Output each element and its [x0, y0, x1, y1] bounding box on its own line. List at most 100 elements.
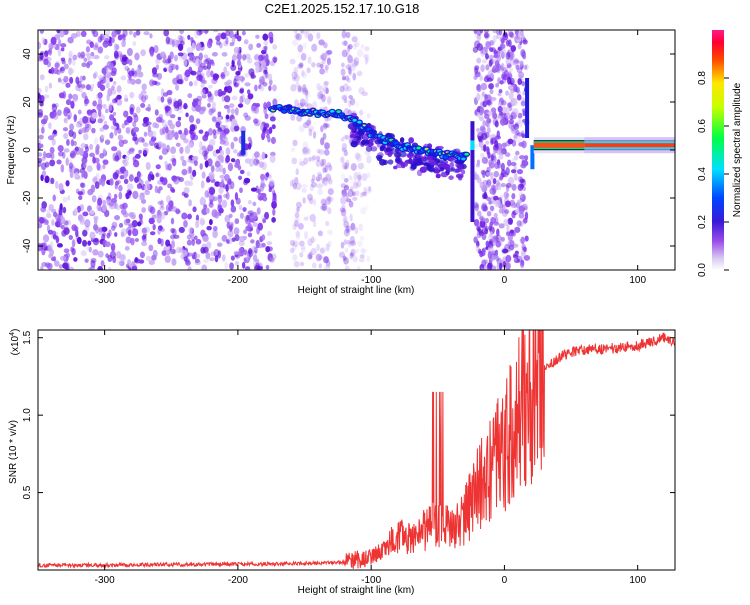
spectrogram-noise-dot	[98, 109, 102, 118]
spectrogram-noise-dot	[215, 149, 220, 154]
spectrogram-noise-dot	[102, 159, 109, 165]
spectrogram-noise-dot	[312, 198, 317, 206]
spectrogram-noise-dot	[495, 34, 500, 40]
spectrogram-noise-dot	[173, 234, 180, 239]
spectrogram-signal-dot	[461, 157, 466, 161]
spectrogram-noise-dot	[473, 201, 479, 209]
spectrogram-noise-dot	[84, 219, 91, 228]
spectrogram-noise-dot	[224, 95, 231, 103]
spectrogram-noise-dot	[239, 187, 243, 194]
spectrogram-noise-dot	[108, 42, 113, 47]
spectrogram-noise-dot	[479, 125, 486, 132]
spectrogram-noise-dot	[272, 44, 278, 50]
spectrogram-noise-dot	[212, 30, 219, 33]
spectrogram-noise-dot	[476, 159, 481, 166]
spectrogram-noise-dot	[304, 215, 312, 220]
spectrogram-streak	[470, 140, 475, 150]
spectrogram-noise-dot	[71, 247, 76, 256]
spectrogram-signal-dot	[375, 154, 383, 160]
spectrogram-noise-dot	[114, 169, 120, 178]
spectrogram-noise-dot	[72, 131, 77, 139]
spectrogram-noise-dot	[118, 222, 124, 228]
spectrogram-noise-dot	[221, 52, 228, 57]
spectrogram-noise-dot	[42, 234, 50, 243]
spectrogram-noise-dot	[315, 176, 321, 182]
snr-y-tick-label: 1.0	[22, 408, 33, 422]
spectrogram-noise-dot	[116, 205, 121, 211]
spectrogram-noise-dot	[294, 216, 301, 224]
spectrogram-noise-dot	[494, 60, 500, 68]
spectrogram-noise-dot	[132, 190, 139, 200]
spectrogram-noise-dot	[522, 90, 526, 96]
spectrogram-noise-dot	[207, 144, 214, 152]
spectrogram-noise-dot	[49, 159, 56, 167]
spectrogram-noise-dot	[212, 73, 219, 81]
spectrogram-noise-dot	[510, 202, 517, 209]
spectrogram-noise-dot	[247, 136, 252, 142]
spectrogram-noise-dot	[171, 258, 177, 266]
spectrogram-signal-dot	[357, 120, 362, 124]
spectrogram-noise-dot	[168, 65, 173, 74]
spectrogram-noise-dot	[206, 225, 212, 231]
spectrogram-noise-dot	[163, 177, 168, 185]
spectrogram-noise-dot	[201, 264, 208, 270]
spectrogram-noise-dot	[227, 229, 234, 238]
spectrogram-noise-dot	[325, 173, 332, 182]
spectrogram-noise-dot	[519, 178, 525, 183]
spectrogram-noise-dot	[341, 147, 347, 153]
spectrogram-noise-dot	[51, 219, 55, 226]
spectrogram-noise-dot	[523, 254, 531, 261]
spectrogram-noise-dot	[340, 173, 346, 180]
spectrogram-noise-dot	[58, 209, 63, 216]
spectrogram-noise-dot	[68, 57, 72, 65]
spectrogram-noise-dot	[113, 43, 118, 52]
colorbar-tick-label: 0.0	[697, 263, 708, 277]
spectrogram-noise-dot	[515, 87, 520, 93]
spectrogram-noise-dot	[54, 62, 60, 69]
spectrogram-noise-dot	[485, 180, 492, 188]
spectrogram-noise-dot	[312, 101, 318, 109]
spectrogram-noise-dot	[151, 254, 157, 261]
spectrogram-noise-dot	[302, 146, 309, 154]
spectrogram-noise-dot	[56, 69, 61, 76]
spectrogram-noise-dot	[499, 43, 506, 50]
spectrogram-noise-dot	[322, 53, 329, 59]
spectrogram-noise-dot	[161, 119, 167, 127]
spectrogram-noise-dot	[524, 154, 529, 161]
spectrogram-noise-dot	[324, 64, 329, 71]
spectrogram-noise-dot	[316, 155, 321, 163]
spectrogram-noise-dot	[173, 54, 178, 62]
spectrogram-noise-dot	[516, 132, 524, 137]
spectrogram-noise-dot	[248, 43, 254, 51]
spectrogram-noise-dot	[72, 95, 79, 102]
spectrogram-noise-dot	[327, 95, 332, 104]
spectrogram-noise-dot	[89, 143, 94, 151]
spectrogram-noise-dot	[498, 30, 503, 36]
spectrogram-noise-dot	[223, 40, 229, 47]
spectrogram-noise-dot	[476, 85, 483, 93]
colorbar-tick-label: 0.4	[697, 167, 708, 181]
spectrogram-noise-dot	[523, 246, 527, 253]
spectrogram-signal-dot	[399, 160, 404, 166]
spectrogram-noise-dot	[102, 40, 109, 48]
spectrogram-noise-dot	[488, 233, 493, 241]
spectrogram-noise-dot	[255, 102, 260, 108]
spectrogram-signal-dot	[403, 162, 409, 167]
spectrogram-noise-dot	[507, 76, 512, 85]
spectrogram-noise-dot	[192, 134, 199, 141]
spectrogram-noise-dot	[319, 68, 326, 75]
spectrogram-noise-dot	[319, 247, 326, 253]
spectrogram-noise-dot	[494, 216, 499, 225]
spectrogram-noise-dot	[490, 47, 496, 53]
snr-x-tick-label: 100	[629, 575, 646, 586]
spectrogram-noise-dot	[291, 242, 298, 251]
spectrogram-noise-dot	[341, 94, 347, 101]
spectrogram-noise-dot	[234, 261, 240, 266]
spectrogram-noise-dot	[38, 41, 42, 50]
spectrogram-noise-dot	[188, 166, 193, 174]
spectrogram-noise-dot	[243, 249, 248, 256]
spectrogram-noise-dot	[486, 77, 493, 82]
spectrogram-noise-dot	[476, 43, 483, 51]
spectrogram-noise-dot	[46, 224, 51, 233]
spectrogram-noise-dot	[230, 255, 235, 261]
